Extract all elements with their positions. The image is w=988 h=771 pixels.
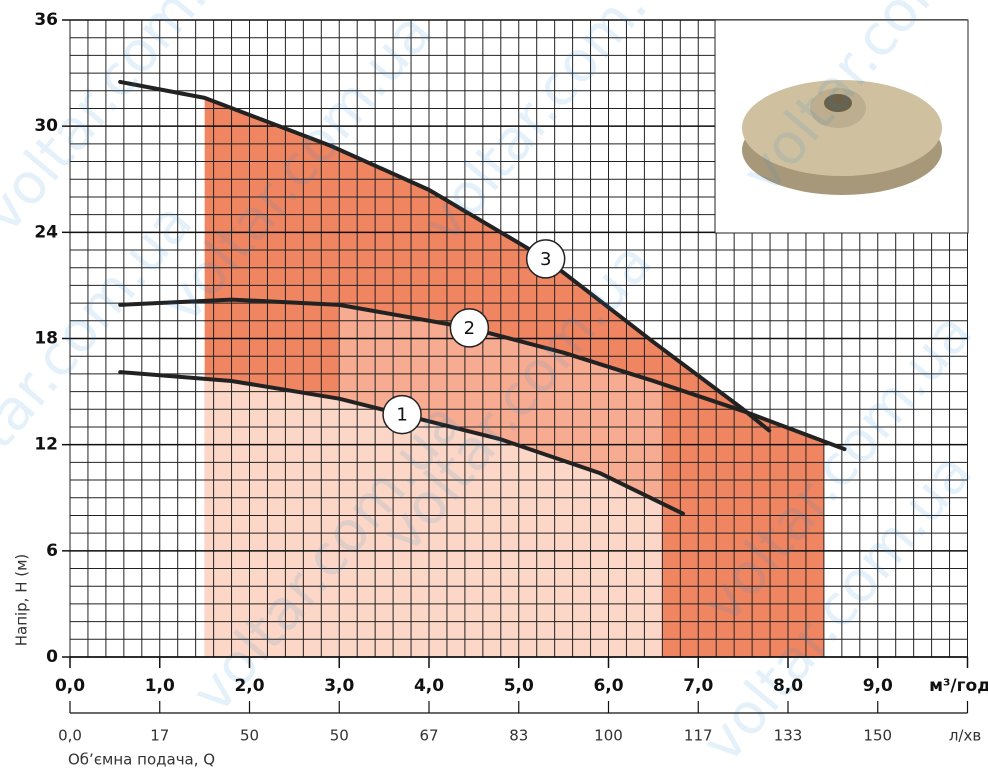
x2-tick-label: 50	[240, 727, 259, 745]
curve-label: 3	[540, 249, 551, 270]
y-axis-label: Напір, H (м)	[13, 554, 31, 647]
x2-tick-label: 133	[774, 727, 803, 745]
y-tick-label: 30	[34, 116, 58, 136]
y-tick-label: 36	[34, 10, 58, 30]
x-tick-label: 8,0	[773, 676, 803, 696]
x-tick-label: 0,0	[55, 676, 85, 696]
x2-tick-label: 83	[509, 727, 528, 745]
curve-label: 2	[464, 318, 475, 339]
x2-tick-label: 0,0	[58, 727, 82, 745]
x-unit: м³/год	[929, 676, 988, 696]
x2-tick-label: 50	[330, 727, 349, 745]
x-tick-label: 7,0	[683, 676, 713, 696]
x-tick-label: 5,0	[504, 676, 534, 696]
x-tick-label: 3,0	[324, 676, 354, 696]
x2-axis-label: Об’ємна подача, Q	[68, 751, 215, 769]
y-tick-label: 24	[34, 222, 58, 242]
x2-tick-label: 17	[150, 727, 169, 745]
y-tick-label: 6	[46, 541, 58, 561]
watermark: voltar.com.ua	[0, 191, 205, 526]
x-tick-label: 4,0	[414, 676, 444, 696]
watermark: voltar.com.ua	[410, 0, 705, 255]
y-tick-label: 0	[46, 647, 58, 667]
x2-tick-label: 117	[684, 727, 713, 745]
chart: 12 3 Напір, H (м) м³/год л/хв Об’ємна под…	[0, 0, 988, 771]
x2-tick-label: 67	[419, 727, 438, 745]
x-tick-label: 1,0	[145, 676, 175, 696]
x2-tick-label: 100	[594, 727, 623, 745]
x2-tick-label: 150	[863, 727, 892, 745]
y-tick-label: 12	[34, 435, 58, 455]
x2-unit: л/хв	[949, 727, 981, 745]
x-tick-label: 2,0	[234, 676, 264, 696]
y-tick-label: 18	[34, 329, 58, 349]
x-tick-label: 9,0	[863, 676, 893, 696]
x-tick-label: 6,0	[593, 676, 623, 696]
